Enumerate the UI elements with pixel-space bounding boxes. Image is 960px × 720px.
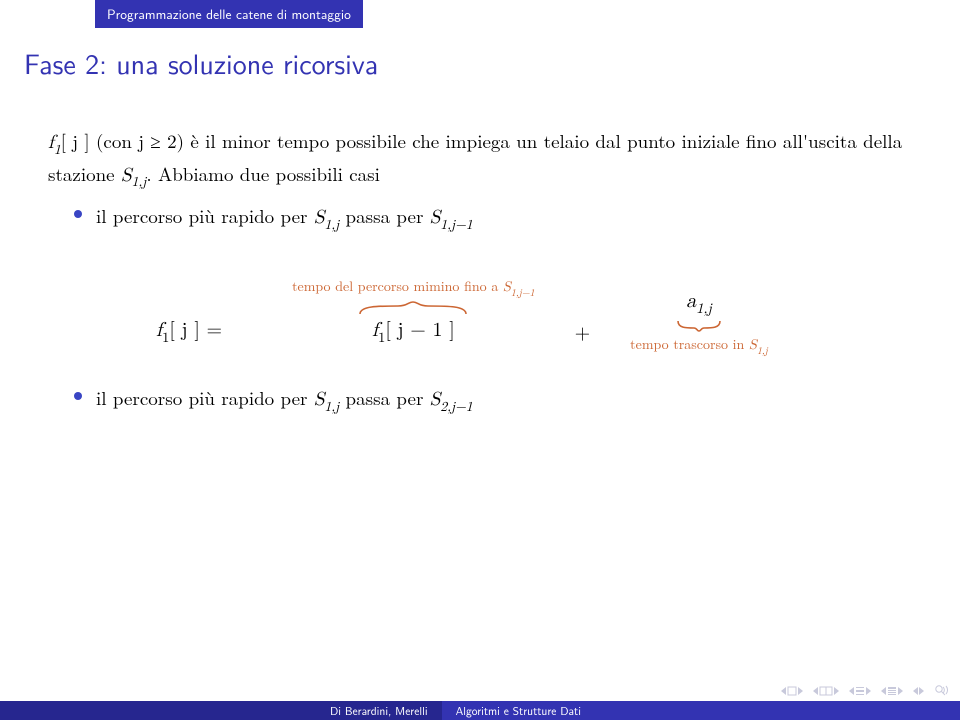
eqn-lhs-sub: 1 — [162, 330, 169, 345]
intro-paragraph: f1[ j ] (con j ≥ 2) è il minor tempo pos… — [48, 127, 912, 192]
overbrace-S-sub: 1,j−1 — [511, 288, 535, 298]
frame-title: Fase 2: una soluzione ricorsiva — [0, 28, 960, 91]
bullet-1: il percorso più rapido per S1,j passa pe… — [74, 202, 912, 358]
bullet1-s2: S — [430, 208, 441, 227]
eqn-plus: + — [549, 319, 617, 358]
bullet1-mid: passa per — [339, 202, 430, 229]
bullet2-s1-sub: 1,j — [324, 400, 339, 414]
eqn-mid-br: [ j − 1 ] — [385, 320, 454, 340]
eqn-rhs-a: a — [686, 291, 696, 311]
eqn-rhs: a1,j — [682, 287, 716, 319]
bullet1-s1-sub: 1,j — [324, 218, 339, 232]
eqn-mid: f1[ j − 1 ] — [368, 316, 459, 348]
intro-S-sub: 1,j — [132, 175, 147, 189]
overbrace-label: tempo del percorso mimino fino a S1,j−1 — [292, 276, 535, 299]
bullet-list: il percorso più rapido per S1,j passa pe… — [74, 202, 912, 417]
eqn-lhs-br: [ j ] = — [169, 320, 222, 340]
overbrace-icon — [358, 300, 468, 316]
footer-author: Di Berardini, Merelli — [0, 701, 442, 720]
nav-section-icon[interactable] — [881, 686, 903, 696]
bullet2-pre: il percorso più rapido per — [96, 384, 314, 411]
footer: Di Berardini, Merelli Algoritmi e Strutt… — [0, 701, 960, 720]
bullet2-mid: passa per — [339, 384, 430, 411]
underbrace-S-sub: 1,j — [757, 346, 768, 356]
eqn-lhs: f1[ j ] = — [152, 316, 278, 358]
overbrace-S: S — [503, 280, 511, 294]
eqn-mid-sub: 1 — [378, 330, 385, 345]
bullet2-s2-sub: 2,j−1 — [440, 400, 472, 414]
intro-f: f — [48, 133, 54, 152]
nav-slide-icon[interactable] — [781, 686, 803, 696]
eqn-lhs-col: f1[ j ] = — [152, 276, 278, 358]
equation: f1[ j ] = tempo del percorso mimino fino… — [152, 247, 912, 358]
nav-symbols — [781, 684, 948, 698]
intro-S: S — [121, 166, 132, 185]
slide-content: f1[ j ] (con j ≥ 2) è il minor tempo pos… — [0, 91, 960, 417]
nav-back-forward-icon[interactable] — [913, 687, 924, 695]
bullet2-s1: S — [314, 390, 325, 409]
overbrace-text: tempo del percorso mimino fino a — [292, 276, 503, 296]
eqn-underbrace-group: a1,j tempo trascorso in S1,j — [630, 247, 768, 358]
nav-frame-icon[interactable] — [813, 686, 839, 696]
bullet-2: il percorso più rapido per S1,j passa pe… — [74, 384, 912, 417]
intro-tail: . Abbiamo due possibili casi — [146, 160, 380, 187]
eqn-rhs-sub: 1,j — [696, 301, 712, 316]
bullet1-s1: S — [314, 208, 325, 227]
eqn-overbrace-group: tempo del percorso mimino fino a S1,j−1 … — [292, 275, 535, 358]
bullet1-pre: il percorso più rapido per — [96, 202, 314, 229]
underbrace-text: tempo trascorso in — [630, 334, 749, 354]
underbrace-label: tempo trascorso in S1,j — [630, 334, 768, 357]
intro-bracket: [ j ] — [61, 127, 90, 154]
bullet2-s2: S — [430, 390, 441, 409]
footer-title: Algoritmi e Strutture Dati — [442, 701, 960, 720]
section-headline: Programmazione delle catene di montaggio — [95, 0, 363, 28]
nav-subsection-icon[interactable] — [849, 686, 871, 696]
intro-f-sub: 1 — [54, 143, 61, 157]
bullet1-s2-sub: 1,j−1 — [440, 218, 472, 232]
underbrace-icon — [676, 319, 722, 333]
underbrace-S: S — [749, 338, 757, 352]
nav-search-icon[interactable] — [934, 684, 948, 698]
